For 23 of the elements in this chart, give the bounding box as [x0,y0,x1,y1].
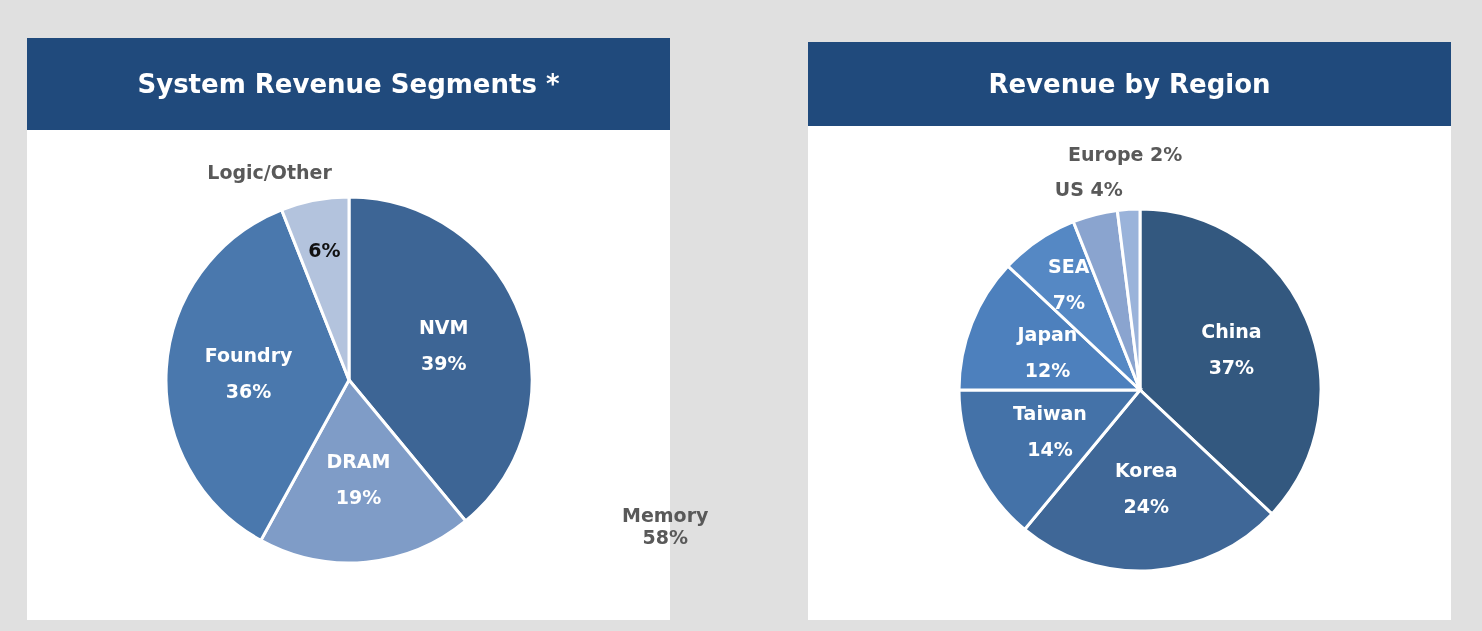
slice-label: DRAM [326,450,391,473]
text: Memory 58% [622,504,709,549]
slice-label: Taiwan [1013,402,1087,425]
slice-label: Europe 2% [1068,143,1183,166]
data-label: 36% [225,379,272,402]
data-label: 24% [1123,495,1169,518]
data-label: 12% [1024,359,1071,382]
slice-label: Logic/Other [207,161,333,184]
data-label: 19% [335,486,382,509]
slice-label: SEA [1048,255,1090,278]
slice-label: China [1201,320,1262,343]
slice-label: Foundry [204,343,293,366]
chart-title: Revenue by Region [808,42,1451,126]
slice-label: Korea [1114,459,1178,482]
slice-label: US 4% [1054,178,1123,201]
data-label: 37% [1208,356,1255,379]
chart-title: System Revenue Segments * [27,38,670,130]
data-label: 39% [420,351,467,374]
data-label: 6% [308,238,341,261]
slice-label: NVM [418,315,469,338]
data-label: 14% [1027,438,1073,461]
data-label: 7% [1052,291,1085,314]
slice-label: Japan [1015,323,1078,346]
